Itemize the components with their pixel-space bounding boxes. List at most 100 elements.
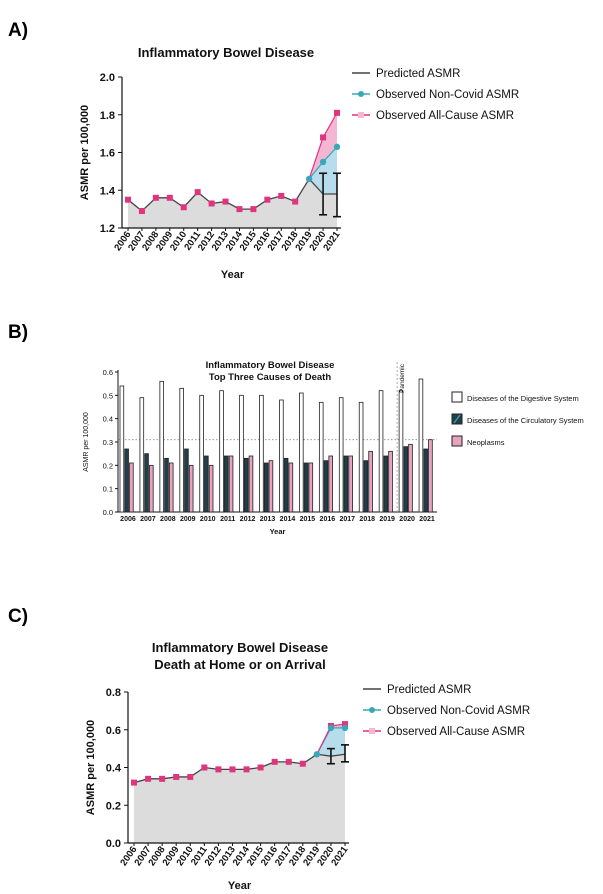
chart-a-area-excess-allcause bbox=[309, 112, 337, 179]
chart-a-point-allcause bbox=[194, 189, 201, 196]
chart-c-point-allcause bbox=[173, 773, 180, 780]
chart-c-point-allcause bbox=[299, 760, 306, 767]
chart-b-x-tick-label: 2018 bbox=[359, 516, 375, 523]
chart-b-bar-digestive bbox=[318, 401, 324, 513]
chart-b-bar-neoplasms bbox=[188, 464, 194, 513]
chart-a-y-tick-label: 1.8 bbox=[100, 110, 115, 122]
chart-b-bar-neoplasms bbox=[129, 462, 134, 513]
chart-b-y-tick-label: 0.1 bbox=[103, 485, 113, 494]
chart-a-point-allcause bbox=[152, 194, 159, 201]
chart-b-x-tick-label: 2019 bbox=[379, 516, 395, 523]
chart-b-x-tick-label: 2011 bbox=[220, 516, 235, 523]
chart-a-legend-label: Predicted ASMR bbox=[376, 68, 460, 80]
chart-b-bar-neoplasms bbox=[228, 455, 234, 513]
chart-a-y-tick-label: 2.0 bbox=[100, 72, 115, 84]
chart-b-y-tick-label: 0.5 bbox=[103, 391, 113, 400]
chart-b-y-tick-label: 0.3 bbox=[103, 438, 113, 447]
chart-c-point-allcause bbox=[145, 775, 152, 782]
chart-a-point-allcause bbox=[320, 134, 327, 141]
chart-b-bar-circulatory bbox=[263, 462, 269, 513]
chart-c-point-allcause bbox=[159, 775, 166, 782]
chart-b-bar-neoplasms bbox=[328, 455, 334, 513]
chart-c-legend-marker bbox=[369, 707, 375, 713]
chart-b-bar-neoplasms bbox=[168, 462, 174, 513]
chart-b-legend-hatch bbox=[453, 414, 461, 424]
chart-b-bar-digestive bbox=[159, 380, 165, 513]
chart-c-point-allcause bbox=[229, 766, 236, 773]
chart-c-point-allcause bbox=[131, 779, 137, 786]
chart-b-bar-circulatory bbox=[204, 455, 209, 513]
chart-a-point-allcause bbox=[292, 198, 299, 205]
chart-b-bar-circulatory bbox=[403, 446, 409, 513]
chart-b-title: Inflammatory Bowel Disease bbox=[206, 360, 335, 371]
chart-c-point-allcause bbox=[215, 766, 222, 773]
chart-c-point-allcause bbox=[187, 773, 194, 780]
chart-a-point-allcause bbox=[125, 196, 131, 203]
chart-a-area-excess-noncovid bbox=[309, 146, 337, 195]
chart-b-x-tick-label: 2008 bbox=[160, 516, 176, 523]
chart-a-legend-marker bbox=[358, 112, 364, 118]
chart-b-bar-neoplasms bbox=[208, 464, 214, 513]
chart-b-y-tick-label: 0.6 bbox=[103, 368, 113, 377]
chart-b-x-tick-label: 2015 bbox=[300, 516, 316, 523]
chart-a-y-tick-label: 1.6 bbox=[100, 148, 115, 160]
panel-label-c: C) bbox=[8, 606, 29, 627]
chart-b-bar-circulatory bbox=[383, 455, 389, 513]
chart-a-point-noncovid bbox=[305, 175, 313, 183]
chart-b-bar-digestive bbox=[358, 401, 364, 513]
chart-b-subtitle: Top Three Causes of Death bbox=[209, 372, 331, 383]
chart-b-x-tick-label: 2012 bbox=[240, 516, 256, 523]
chart-b-bar-neoplasms bbox=[288, 462, 294, 513]
chart-b-bar-circulatory bbox=[423, 448, 428, 513]
chart-c-subtitle: Death at Home or on Arrival bbox=[154, 657, 325, 672]
chart-b-bar-neoplasms bbox=[348, 455, 353, 513]
chart-b-bar-digestive bbox=[398, 390, 404, 513]
chart-a-y-tick-label: 1.2 bbox=[100, 223, 115, 235]
chart-c-point-noncovid bbox=[327, 724, 335, 732]
chart-b-bar-neoplasms bbox=[268, 460, 274, 513]
chart-c-xlabel: Year bbox=[228, 880, 252, 892]
chart-b-bar-circulatory bbox=[224, 455, 229, 513]
chart-b-x-tick-label: 2010 bbox=[200, 516, 216, 523]
panel-label-a: A) bbox=[8, 20, 29, 41]
chart-a-point-allcause bbox=[166, 194, 173, 201]
chart-b-bar-circulatory bbox=[243, 457, 249, 513]
chart-a-point-allcause bbox=[236, 206, 243, 213]
chart-b-bar-digestive bbox=[139, 397, 145, 513]
chart-c-area-gray bbox=[134, 727, 345, 843]
chart-c-legend-label: Observed Non-Covid ASMR bbox=[387, 705, 530, 717]
chart-b-bar-circulatory bbox=[164, 457, 169, 513]
chart-c-line-predicted bbox=[133, 753, 346, 784]
chart-b-x-tick-label: 2020 bbox=[399, 516, 415, 523]
chart-b-legend-swatch bbox=[451, 435, 463, 447]
chart-b-bar-circulatory bbox=[283, 457, 289, 513]
chart-b-bar-circulatory bbox=[124, 448, 129, 513]
chart-b-bar-digestive bbox=[378, 390, 384, 513]
chart-a-point-allcause bbox=[250, 206, 257, 213]
chart-a-line-predicted bbox=[127, 177, 337, 212]
chart-b-bar-circulatory bbox=[343, 455, 349, 513]
chart-c-x-tick-label: 2021 bbox=[329, 844, 351, 868]
chart-a-legend-label: Observed All-Cause ASMR bbox=[376, 110, 514, 122]
chart-b-ylabel: ASMR per 100,000 bbox=[83, 412, 90, 472]
chart-c-point-allcause bbox=[285, 758, 292, 765]
chart-b-bar-circulatory bbox=[144, 453, 149, 513]
chart-b-bar-digestive bbox=[418, 378, 424, 513]
chart-a-point-noncovid bbox=[319, 158, 327, 166]
chart-c-y-tick-label: 0.6 bbox=[106, 725, 121, 737]
chart-b-bar-circulatory bbox=[184, 448, 189, 513]
chart-b-x-tick-label: 2009 bbox=[180, 516, 196, 523]
chart-b-bar-neoplasms bbox=[149, 464, 154, 513]
chart-c-y-tick-label: 0.0 bbox=[106, 838, 121, 850]
chart-c-y-tick-label: 0.2 bbox=[106, 800, 121, 812]
chart-b-x-tick-label: 2017 bbox=[339, 516, 355, 523]
chart-a-point-allcause bbox=[334, 109, 340, 116]
chart-b-x-tick-label: 2006 bbox=[120, 516, 136, 523]
chart-a-area-gray bbox=[128, 146, 337, 228]
chart-b-bar-digestive bbox=[239, 394, 244, 513]
chart-a-point-allcause bbox=[138, 208, 145, 215]
chart-b-bar-digestive bbox=[299, 392, 304, 513]
chart-c-point-noncovid bbox=[313, 751, 321, 758]
chart-b-bar-digestive bbox=[219, 390, 224, 513]
